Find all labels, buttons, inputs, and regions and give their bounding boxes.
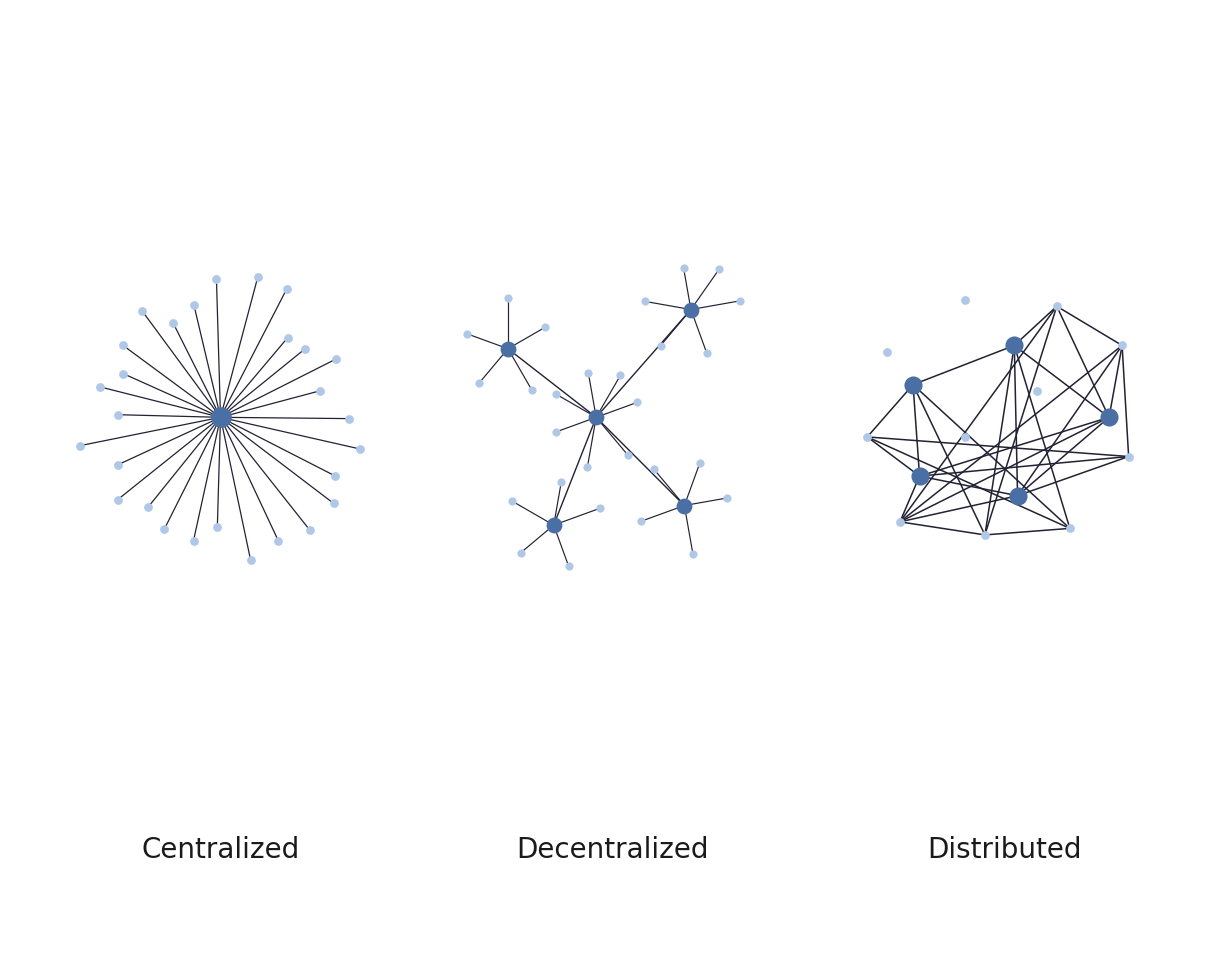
Text: Decentralized: Decentralized bbox=[516, 836, 709, 864]
Point bbox=[718, 490, 737, 506]
Point bbox=[184, 533, 203, 549]
Point bbox=[1047, 298, 1067, 314]
Point bbox=[858, 429, 877, 445]
Point bbox=[1112, 337, 1132, 354]
Point bbox=[300, 522, 320, 538]
Point bbox=[184, 297, 203, 313]
Point bbox=[268, 533, 288, 549]
Point bbox=[903, 377, 922, 393]
Point bbox=[619, 448, 638, 464]
Point bbox=[108, 457, 127, 472]
Point bbox=[587, 410, 606, 425]
Point bbox=[1118, 449, 1138, 465]
Point bbox=[610, 368, 630, 383]
Point bbox=[559, 559, 578, 574]
Point bbox=[631, 514, 650, 529]
Point bbox=[323, 496, 343, 512]
Point bbox=[956, 429, 975, 445]
Point bbox=[910, 468, 930, 484]
Point bbox=[690, 456, 709, 471]
Point bbox=[163, 315, 183, 330]
Point bbox=[211, 410, 230, 425]
Point bbox=[113, 366, 132, 381]
Point bbox=[709, 262, 729, 277]
Point bbox=[311, 383, 331, 399]
Point bbox=[326, 352, 345, 368]
Point bbox=[956, 292, 975, 308]
Point bbox=[247, 269, 267, 284]
Point bbox=[635, 294, 654, 310]
Point bbox=[627, 395, 647, 411]
Point bbox=[339, 411, 359, 426]
Point bbox=[644, 461, 664, 476]
Point bbox=[551, 474, 571, 490]
Point bbox=[499, 341, 518, 357]
Point bbox=[675, 498, 695, 514]
Point bbox=[469, 375, 489, 391]
Point bbox=[502, 493, 522, 509]
Point bbox=[1099, 410, 1118, 425]
Point bbox=[1008, 488, 1028, 504]
Point bbox=[522, 382, 541, 398]
Point bbox=[546, 386, 566, 402]
Point bbox=[108, 407, 127, 422]
Point bbox=[578, 366, 598, 381]
Point bbox=[108, 492, 127, 508]
Point bbox=[113, 337, 132, 353]
Point bbox=[71, 438, 91, 454]
Point bbox=[589, 501, 609, 516]
Point bbox=[138, 500, 158, 515]
Point bbox=[578, 459, 598, 474]
Text: Centralized: Centralized bbox=[141, 836, 300, 864]
Point bbox=[650, 338, 670, 354]
Point bbox=[295, 341, 315, 357]
Point bbox=[891, 514, 910, 529]
Point bbox=[350, 441, 370, 457]
Point bbox=[1004, 337, 1024, 354]
Point bbox=[154, 521, 174, 537]
Point bbox=[91, 379, 110, 395]
Point bbox=[975, 527, 995, 543]
Point bbox=[207, 271, 227, 287]
Point bbox=[877, 344, 897, 360]
Point bbox=[544, 517, 564, 533]
Point bbox=[730, 293, 750, 309]
Point bbox=[535, 319, 555, 335]
Text: Distributed: Distributed bbox=[927, 836, 1082, 864]
Point bbox=[207, 519, 227, 535]
Point bbox=[511, 545, 530, 561]
Point bbox=[546, 424, 566, 440]
Point bbox=[674, 260, 693, 275]
Point bbox=[132, 303, 152, 318]
Point bbox=[241, 552, 261, 567]
Point bbox=[499, 291, 518, 307]
Point bbox=[1060, 520, 1079, 536]
Point bbox=[697, 345, 717, 361]
Point bbox=[457, 326, 477, 342]
Point bbox=[684, 546, 703, 562]
Point bbox=[681, 302, 701, 318]
Point bbox=[325, 468, 344, 484]
Point bbox=[278, 330, 298, 346]
Point bbox=[1028, 383, 1047, 399]
Point bbox=[277, 281, 296, 297]
